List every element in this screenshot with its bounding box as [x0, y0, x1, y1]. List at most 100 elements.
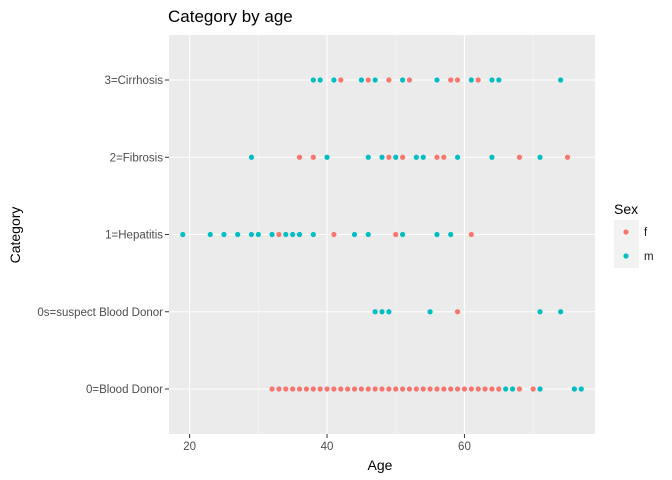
data-point-m: [296, 231, 303, 238]
data-point-f: [564, 154, 571, 160]
data-point-f: [516, 386, 523, 392]
data-point-f: [386, 386, 392, 392]
x-axis-title: Age: [368, 457, 393, 473]
data-point-m: [248, 231, 255, 238]
data-point-m: [379, 154, 385, 160]
data-point-m: [248, 154, 255, 160]
data-point-f: [276, 231, 282, 238]
data-point-m: [468, 77, 474, 83]
data-point-f: [475, 386, 481, 392]
data-point-f: [406, 77, 413, 83]
data-point-f: [269, 386, 275, 392]
data-point-m: [283, 231, 289, 238]
data-point-m: [365, 231, 371, 238]
data-point-m: [235, 231, 241, 238]
plot-panel: [169, 35, 595, 434]
data-point-f: [365, 386, 371, 392]
data-point-m: [386, 309, 392, 315]
legend-label-f: f: [644, 227, 648, 239]
x-axis-ticks: 20 40 60: [183, 434, 471, 453]
data-point-m: [448, 231, 454, 238]
data-point-m: [420, 154, 426, 160]
data-point-m: [503, 386, 509, 392]
data-point-f: [310, 386, 316, 392]
data-point-m: [290, 231, 296, 238]
data-point-f: [420, 386, 426, 392]
data-point-m: [310, 231, 316, 238]
y-axis-title: Category: [7, 207, 23, 264]
data-point-f: [427, 386, 433, 392]
data-point-f: [379, 386, 385, 392]
legend-label-m: m: [644, 251, 654, 263]
data-point-f: [400, 386, 406, 392]
data-point-f: [324, 386, 330, 392]
data-point-m: [317, 77, 323, 83]
data-point-f: [496, 386, 502, 392]
legend-key-f: [623, 229, 629, 235]
data-point-f: [413, 386, 419, 392]
data-point-m: [537, 154, 543, 160]
data-point-f: [386, 154, 392, 160]
data-point-f: [283, 386, 289, 392]
x-tick-label: 40: [321, 441, 334, 453]
data-point-f: [393, 231, 399, 238]
data-point-m: [400, 77, 406, 83]
y-tick-label: 2=Fibrosis: [110, 152, 164, 164]
data-point-m: [489, 154, 495, 160]
data-point-m: [351, 231, 358, 238]
data-point-m: [509, 386, 516, 392]
legend-key-background: [614, 220, 639, 268]
y-axis-ticks: 0=Blood Donor 0s=suspect Blood Donor 1=Hep…: [37, 75, 169, 396]
data-point-f: [434, 154, 440, 160]
data-point-m: [413, 154, 419, 160]
data-point-f: [296, 154, 303, 160]
data-point-f: [393, 386, 399, 392]
data-point-f: [400, 154, 406, 160]
data-point-f: [454, 309, 461, 315]
data-point-f: [276, 386, 282, 392]
data-point-f: [461, 386, 468, 392]
data-point-m: [310, 77, 316, 83]
data-points: [180, 77, 584, 392]
data-point-m: [372, 77, 378, 83]
data-point-m: [571, 386, 577, 392]
data-point-m: [537, 386, 543, 392]
data-point-f: [454, 77, 461, 83]
legend-title: Sex: [614, 201, 638, 217]
data-point-f: [441, 386, 447, 392]
data-point-m: [269, 231, 275, 238]
data-point-m: [434, 77, 440, 83]
data-point-m: [434, 231, 440, 238]
data-point-f: [482, 386, 488, 392]
data-point-m: [537, 309, 543, 315]
data-point-f: [365, 77, 371, 83]
data-point-f: [468, 386, 474, 392]
data-point-m: [331, 77, 337, 83]
data-point-m: [427, 309, 433, 315]
data-point-f: [358, 386, 364, 392]
data-point-m: [558, 77, 564, 83]
data-point-f: [448, 77, 454, 83]
data-point-f: [468, 231, 474, 238]
y-tick-label: 1=Hepatitis: [105, 230, 163, 242]
y-tick-label: 3=Cirrhosis: [105, 75, 164, 87]
data-point-f: [372, 386, 378, 392]
data-point-m: [221, 231, 227, 238]
y-tick-label: 0s=suspect Blood Donor: [37, 307, 163, 319]
data-point-f: [331, 386, 337, 392]
data-point-f: [454, 386, 461, 392]
data-point-f: [530, 386, 536, 392]
data-point-f: [338, 386, 344, 392]
data-point-f: [317, 386, 323, 392]
data-point-m: [180, 231, 186, 238]
data-point-f: [303, 386, 310, 392]
data-point-f: [406, 386, 413, 392]
data-point-f: [331, 231, 337, 238]
data-point-f: [434, 386, 440, 392]
data-point-f: [338, 77, 344, 83]
data-point-f: [386, 77, 392, 83]
data-point-m: [379, 309, 385, 315]
data-point-m: [489, 77, 495, 83]
legend-key-m: [623, 253, 629, 259]
